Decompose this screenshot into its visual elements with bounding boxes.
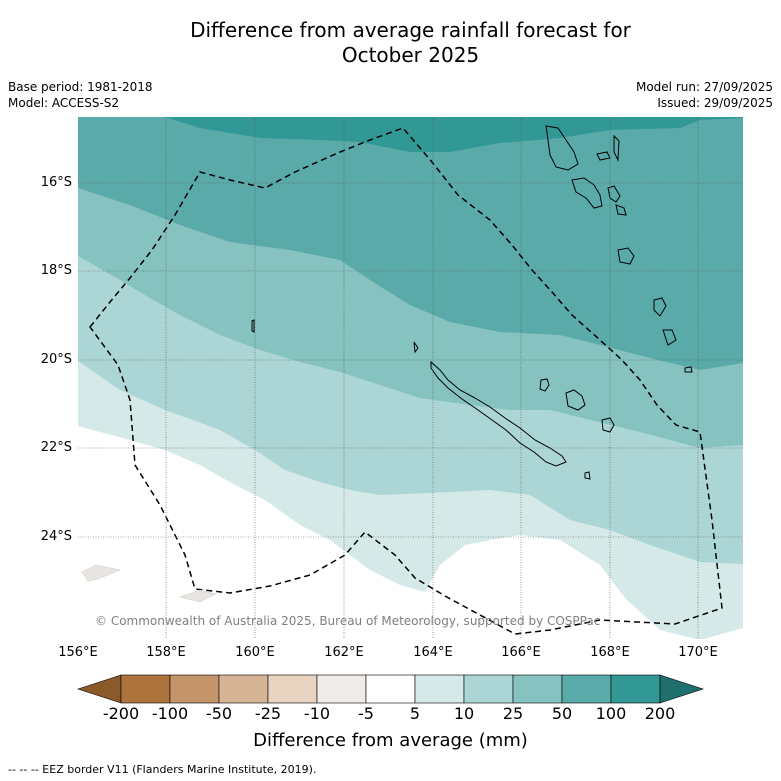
colorbar-label: 50 [551,704,573,723]
lat-tick-24: 24°S [40,529,72,544]
colorbar-label: 200 [644,704,676,723]
band-100-200 [165,117,743,152]
colorbar-title: Difference from average (mm) [253,730,528,751]
colorbar-label: 10 [453,704,475,723]
map-title: Difference from average rainfall forecas… [0,18,781,68]
colorbar-label: -25 [254,704,282,723]
lat-tick-22: 22°S [40,440,72,455]
lon-tick-158: 158°E [146,645,186,660]
band-50-100 [78,117,743,370]
small-land [179,589,217,603]
lat-tick-16: 16°S [40,175,72,190]
lon-tick-162: 162°E [324,645,364,660]
lon-tick-166: 166°E [501,645,541,660]
title-line-1: Difference from average rainfall forecas… [190,18,631,42]
eez-legend-note: -- -- -- EEZ border V11 (Flanders Marine… [8,763,317,776]
colorbar-segment [267,674,318,704]
colorbar [77,674,704,704]
lon-tick-160: 160°E [235,645,275,660]
colorbar-segment [120,674,171,704]
copyright-text: © Commonwealth of Australia 2025, Bureau… [95,614,601,628]
model-name: Model: ACCESS-S2 [8,96,120,110]
lon-tick-168: 168°E [590,645,630,660]
issued-date: Issued: 29/09/2025 [657,96,773,110]
lon-tick-164: 164°E [413,645,453,660]
colorbar-label: -10 [303,704,331,723]
colorbar-segment [316,674,367,704]
lat-tick-20: 20°S [40,352,72,367]
colorbar-label: -100 [151,704,189,723]
colorbar-segment [365,674,416,704]
colorbar-label: 25 [502,704,524,723]
colorbar-segment [218,674,269,704]
colorbar-label: -5 [358,704,374,723]
colorbar-label: 100 [595,704,627,723]
fiji-land [81,564,121,582]
grid-lines [78,117,743,639]
colorbar-segment [512,674,563,704]
lat-tick-18: 18°S [40,263,72,278]
eez-border [89,127,723,635]
lon-tick-170: 170°E [678,645,718,660]
colorbar-label: -50 [205,704,233,723]
model-run: Model run: 27/09/2025 [635,80,773,94]
land-outlines [251,125,693,480]
colorbar-segment [169,674,220,704]
base-period: Base period: 1981-2018 [8,80,153,94]
colorbar-label: -200 [102,704,140,723]
colorbar-label: 5 [409,704,421,723]
lon-tick-156: 156°E [58,645,98,660]
meta-left: Base period: 1981-2018 Model: ACCESS-S2 [8,79,153,111]
colorbar-segment [414,674,465,704]
colorbar-segment [561,674,612,704]
colorbar-segment [463,674,514,704]
title-line-2: October 2025 [341,43,480,67]
meta-right: Model run: 27/09/2025 Issued: 29/09/2025 [636,79,773,111]
colorbar-extend-high [659,674,704,704]
colorbar-extend-low [77,674,122,704]
colorbar-segment [610,674,661,704]
